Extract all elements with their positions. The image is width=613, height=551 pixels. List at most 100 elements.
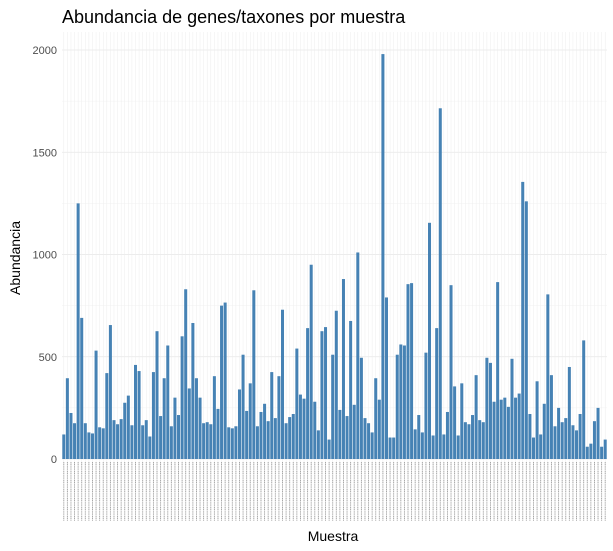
bar bbox=[363, 418, 367, 459]
bar bbox=[521, 181, 525, 459]
bar bbox=[101, 428, 105, 459]
bar bbox=[223, 302, 227, 459]
bar bbox=[359, 357, 363, 459]
bar bbox=[180, 336, 184, 459]
bar bbox=[241, 354, 245, 459]
bar bbox=[517, 393, 521, 459]
bar bbox=[488, 362, 492, 459]
bar bbox=[499, 399, 503, 459]
bar bbox=[413, 429, 417, 459]
bar bbox=[431, 435, 435, 459]
bar bbox=[237, 389, 241, 459]
bar bbox=[227, 427, 231, 459]
bar bbox=[173, 397, 177, 459]
bar bbox=[578, 414, 582, 459]
y-axis-ticks: 0 500 1000 1500 2000 bbox=[33, 45, 57, 466]
bar bbox=[169, 426, 173, 459]
bar bbox=[549, 375, 553, 459]
bar bbox=[596, 407, 600, 460]
bar bbox=[341, 279, 345, 459]
bar bbox=[392, 437, 396, 459]
bar bbox=[367, 423, 371, 459]
bar bbox=[252, 290, 256, 459]
bar bbox=[327, 439, 331, 459]
bar bbox=[524, 201, 528, 459]
bar bbox=[528, 414, 532, 459]
bar bbox=[291, 414, 295, 459]
bar bbox=[148, 436, 152, 459]
bar bbox=[506, 406, 510, 459]
bar bbox=[456, 435, 460, 459]
bar bbox=[76, 203, 80, 459]
bar bbox=[316, 430, 320, 459]
bar bbox=[205, 422, 209, 459]
bar bbox=[384, 297, 388, 459]
bar bbox=[209, 424, 213, 460]
bar bbox=[105, 373, 109, 459]
bar bbox=[406, 284, 410, 459]
bar bbox=[514, 397, 518, 459]
bar bbox=[151, 372, 155, 459]
bar bbox=[166, 345, 170, 459]
bar bbox=[388, 437, 392, 459]
y-tick-label: 1000 bbox=[33, 250, 57, 262]
bar bbox=[352, 404, 356, 459]
bar bbox=[535, 381, 539, 459]
bar bbox=[442, 434, 446, 459]
bar bbox=[428, 222, 432, 459]
bar bbox=[453, 386, 457, 459]
bar bbox=[87, 432, 91, 459]
bar bbox=[449, 285, 453, 459]
bar bbox=[159, 416, 163, 460]
bar bbox=[370, 432, 374, 459]
bar bbox=[69, 412, 73, 459]
bar bbox=[123, 402, 127, 459]
bar bbox=[98, 427, 102, 459]
bar bbox=[331, 354, 335, 459]
bar bbox=[395, 354, 399, 459]
bar bbox=[302, 398, 306, 459]
bar bbox=[571, 425, 575, 459]
bar bbox=[65, 378, 69, 459]
bars bbox=[62, 54, 607, 460]
x-axis-title: Muestra bbox=[308, 528, 359, 544]
bar bbox=[194, 378, 198, 459]
bar bbox=[281, 309, 285, 459]
bar bbox=[62, 434, 66, 459]
bar bbox=[345, 416, 349, 460]
bar bbox=[417, 415, 421, 459]
bar bbox=[255, 426, 259, 459]
bar bbox=[567, 366, 571, 459]
bar bbox=[320, 331, 324, 459]
bar bbox=[73, 423, 77, 459]
bar bbox=[212, 376, 216, 459]
bar bbox=[298, 394, 302, 459]
bar bbox=[245, 410, 249, 459]
bar bbox=[306, 328, 310, 459]
bar bbox=[460, 383, 464, 459]
bar bbox=[216, 408, 220, 459]
bar bbox=[162, 378, 166, 459]
bar bbox=[144, 420, 148, 459]
bar bbox=[531, 437, 535, 459]
bar bbox=[284, 423, 288, 459]
bar bbox=[374, 378, 378, 459]
bar bbox=[83, 423, 87, 459]
y-axis-title: Abundancia bbox=[7, 221, 23, 295]
bar bbox=[410, 283, 414, 459]
bar bbox=[80, 317, 84, 459]
bar bbox=[263, 403, 267, 459]
y-tick-label: 0 bbox=[51, 454, 57, 466]
bar bbox=[582, 340, 586, 459]
bar bbox=[478, 420, 482, 459]
bar bbox=[130, 425, 134, 459]
bar bbox=[510, 358, 514, 459]
bar bbox=[273, 418, 277, 459]
bar bbox=[259, 411, 263, 459]
bar bbox=[338, 409, 342, 459]
y-tick-label: 2000 bbox=[33, 45, 57, 57]
bar bbox=[589, 443, 593, 459]
bar bbox=[564, 418, 568, 459]
bar bbox=[553, 426, 557, 459]
